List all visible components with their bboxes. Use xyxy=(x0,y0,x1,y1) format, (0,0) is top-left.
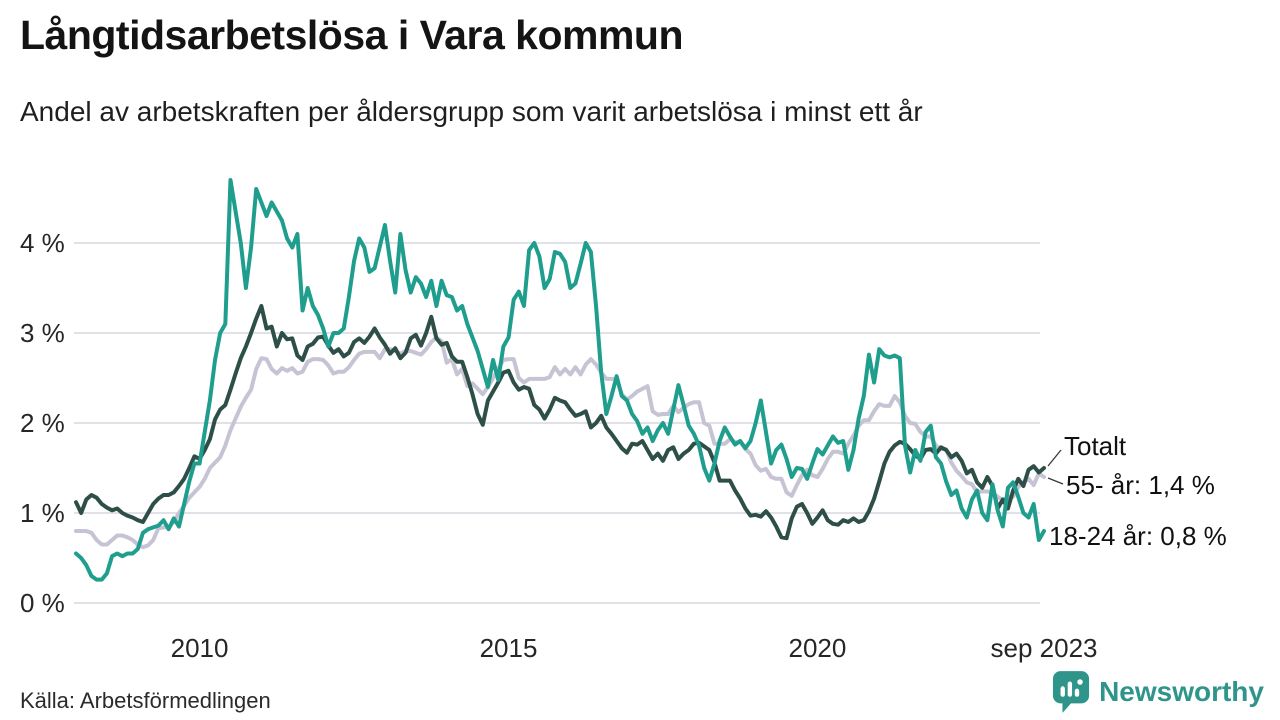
annotation-totalt: Totalt xyxy=(1064,431,1127,461)
bar-chart-speech-bubble-icon xyxy=(1052,670,1090,714)
x-axis-tick: 2015 xyxy=(479,633,538,663)
page-title: Långtidsarbetslösa i Vara kommun xyxy=(20,12,683,58)
series-line-55-r xyxy=(74,335,1046,550)
annotation-18-24: 18-24 år: 0,8 % xyxy=(1049,521,1227,551)
y-axis-tick: 4 % xyxy=(20,228,65,258)
y-axis-tick: 0 % xyxy=(20,588,65,618)
y-axis-tick: 3 % xyxy=(20,318,65,348)
annotation-leader-line xyxy=(1047,477,1064,485)
series-line-Totalt xyxy=(74,304,1046,541)
brand-name: Newsworthy xyxy=(1099,676,1264,707)
x-axis-tick: 2010 xyxy=(170,633,229,663)
annotation-leader-line xyxy=(1047,449,1062,467)
newsworthy-logo: Newsworthy xyxy=(1052,670,1264,714)
y-axis-tick: 1 % xyxy=(20,498,65,528)
chart-subtitle: Andel av arbetskraften per åldersgrupp s… xyxy=(20,96,923,127)
x-axis-tick: 2020 xyxy=(788,633,847,663)
series-line-18-24r xyxy=(74,178,1046,582)
source-note: Källa: Arbetsförmedlingen xyxy=(20,688,271,713)
y-axis-tick: 2 % xyxy=(20,408,65,438)
annotation-55plus: 55- år: 1,4 % xyxy=(1066,470,1215,500)
x-axis-tick: sep 2023 xyxy=(990,633,1098,663)
